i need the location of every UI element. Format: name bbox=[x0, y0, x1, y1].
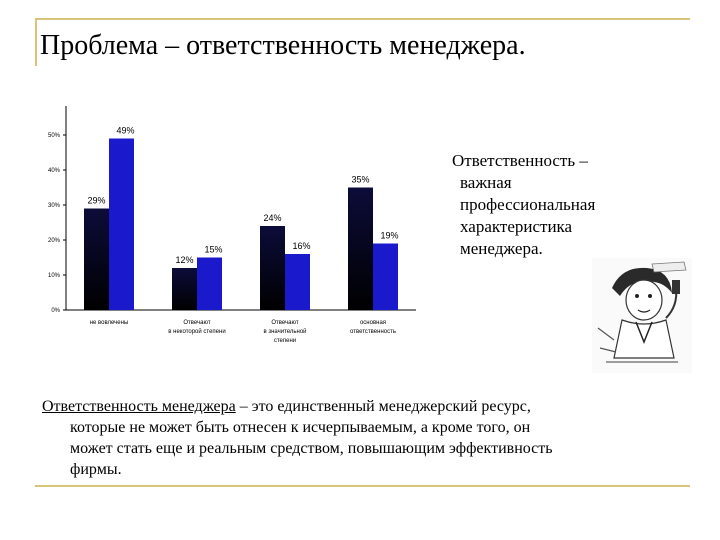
y-tick-label: 10% bbox=[48, 273, 61, 279]
category-label: Отвечают bbox=[271, 320, 299, 326]
bar-series-1 bbox=[84, 208, 109, 310]
bar-series-1 bbox=[348, 187, 373, 310]
side-text-line-1: Ответственность – bbox=[452, 151, 588, 170]
bar-chart: 0% 10% 20% 30% 40% 50% 29% 49% не вовлечены 12% 15… bbox=[48, 106, 416, 344]
bar-value-label: 24% bbox=[263, 213, 281, 223]
manager-illustration bbox=[592, 258, 692, 373]
bar-value-label: 12% bbox=[175, 255, 193, 265]
bar-value-label: 15% bbox=[204, 245, 222, 255]
bar-series-1 bbox=[260, 226, 285, 310]
bar-series-1 bbox=[172, 268, 197, 310]
side-text-line-4: характеристика bbox=[460, 217, 573, 236]
y-tick-label: 50% bbox=[48, 133, 61, 139]
bar-series-2 bbox=[285, 254, 310, 310]
category-label: в некоторой степени bbox=[168, 328, 225, 335]
bar-value-label: 35% bbox=[351, 175, 369, 185]
side-text-line-2: важная bbox=[460, 173, 512, 192]
definition-paragraph: Ответственность менеджера – это единстве… bbox=[42, 396, 692, 480]
bar-value-label: 16% bbox=[292, 241, 310, 251]
bar-value-label: 49% bbox=[116, 126, 134, 136]
bar-series-2 bbox=[197, 257, 222, 310]
side-text-line-5: менеджера. bbox=[460, 239, 543, 258]
definition-line-4: фирмы. bbox=[70, 461, 122, 478]
slide-frame-left bbox=[35, 18, 37, 66]
y-tick-label: 20% bbox=[48, 238, 61, 244]
bar-value-label: 29% bbox=[87, 196, 105, 206]
category-label: ответственность bbox=[350, 329, 396, 335]
side-text-line-3: профессиональная bbox=[460, 195, 596, 214]
slide-frame-bottom bbox=[35, 485, 690, 487]
category-label: основная bbox=[360, 320, 386, 326]
definition-first-line: – это единственный менеджерский ресурс, bbox=[235, 398, 531, 415]
bar-series-2 bbox=[109, 138, 134, 310]
bar-value-label: 19% bbox=[380, 231, 398, 241]
side-text: Ответственность – важная профессиональна… bbox=[452, 150, 672, 260]
y-tick-label: 30% bbox=[48, 203, 61, 209]
category-label: степени bbox=[274, 338, 296, 344]
bar-series-2 bbox=[373, 243, 398, 310]
definition-line-2: которые не может быть отнесен к исчерпыв… bbox=[70, 419, 531, 436]
slide-title: Проблема – ответственность менеджера. bbox=[40, 30, 526, 61]
category-label: Отвечают bbox=[183, 320, 211, 326]
category-label: в значительной bbox=[263, 328, 306, 335]
y-tick-label: 0% bbox=[51, 308, 60, 314]
y-tick-label: 40% bbox=[48, 168, 61, 174]
definition-term: Ответственность менеджера bbox=[42, 398, 236, 415]
category-label: не вовлечены bbox=[90, 320, 129, 326]
slide-frame-top bbox=[35, 18, 690, 20]
definition-line-3: может стать еще и реальным средством, по… bbox=[70, 440, 553, 457]
